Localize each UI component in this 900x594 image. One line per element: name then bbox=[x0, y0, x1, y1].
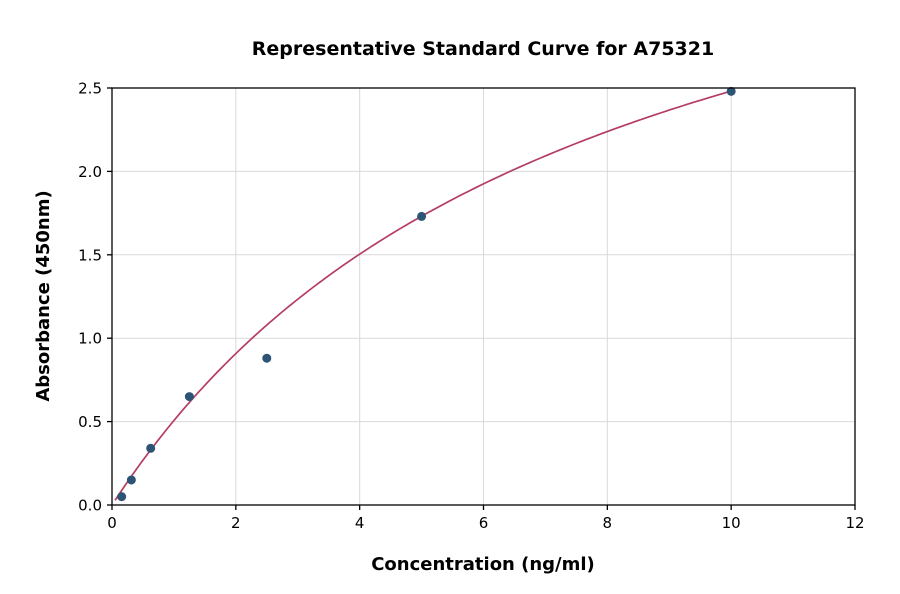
y-tick-label: 2.5 bbox=[78, 80, 102, 98]
data-point bbox=[417, 211, 427, 221]
data-point bbox=[726, 86, 736, 96]
data-point bbox=[117, 492, 127, 502]
x-tick-label: 4 bbox=[355, 514, 365, 532]
x-axis-label: Concentration (ng/ml) bbox=[371, 554, 595, 575]
x-tick-label: 0 bbox=[107, 514, 117, 532]
x-tick-label: 12 bbox=[845, 514, 864, 532]
x-tick-label: 2 bbox=[231, 514, 241, 532]
y-axis-label: Absorbance (450nm) bbox=[33, 190, 54, 401]
data-point bbox=[262, 353, 272, 363]
y-tick-label: 2.0 bbox=[78, 163, 102, 181]
x-tick-label: 8 bbox=[603, 514, 613, 532]
y-tick-label: 1.5 bbox=[78, 246, 102, 264]
y-tick-label: 0.0 bbox=[78, 497, 102, 515]
y-tick-label: 0.5 bbox=[78, 413, 102, 431]
y-tick-label: 1.0 bbox=[78, 330, 102, 348]
chart-title: Representative Standard Curve for A75321 bbox=[252, 38, 714, 60]
fit-curve bbox=[114, 90, 732, 501]
plot-area: 0 2 4 6 8 10 12 0.0 0.5 1.0 1.5 2.0 2.5 bbox=[78, 80, 864, 533]
data-point bbox=[146, 443, 156, 453]
data-point bbox=[126, 475, 136, 485]
data-point bbox=[184, 392, 194, 402]
x-tick-label: 10 bbox=[722, 514, 741, 532]
x-tick-label: 6 bbox=[479, 514, 489, 532]
